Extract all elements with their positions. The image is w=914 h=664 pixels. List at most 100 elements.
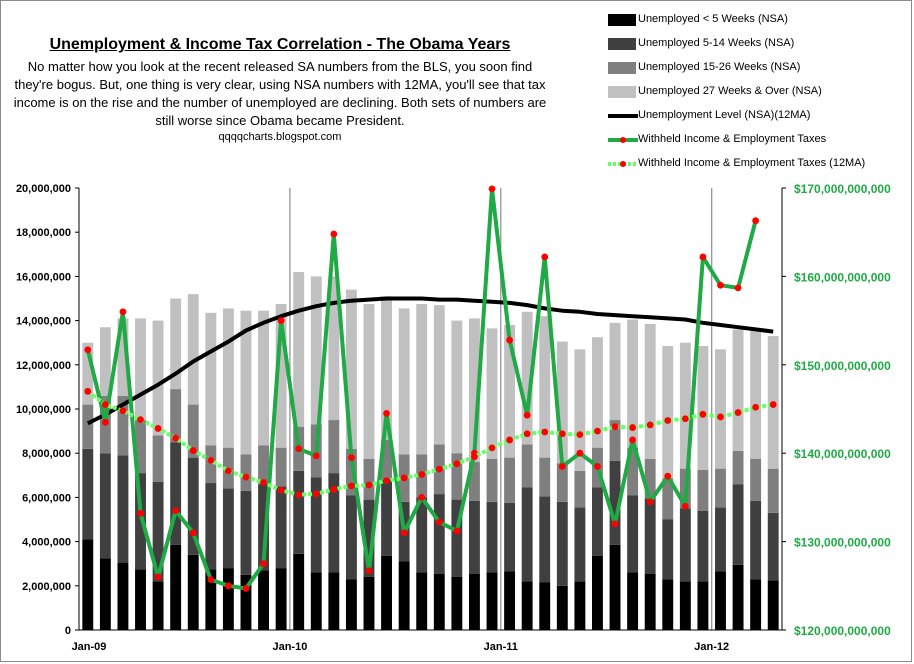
data-point [558,430,566,438]
bar-segment [82,448,94,540]
data-point [277,317,285,324]
data-point [646,498,654,506]
data-point [295,445,303,453]
bar-segment [416,572,428,630]
data-point [154,425,162,432]
chart-source: qqqqcharts.blogspot.com [218,131,342,143]
bar-segment [152,581,164,630]
data-point [769,401,777,408]
bar-segment [205,445,217,484]
bar-segment [275,486,287,569]
data-point [576,449,584,457]
data-point [400,529,408,537]
left-tick-label: 18,000,000 [16,227,71,239]
bar-segment [99,327,111,396]
data-point [488,185,496,193]
right-tick-label: $130,000,000,000 [794,536,891,550]
bar-segment [381,555,393,630]
right-tick-label: $170,000,000,000 [794,182,891,196]
bar-segment [732,329,744,451]
bar-segment [398,561,410,630]
bar-segment [293,553,305,630]
bar-segment [556,585,568,630]
data-point [541,253,549,261]
bar-segment [486,572,498,630]
data-point [242,473,250,481]
bar-segment [416,304,428,455]
data-point [242,585,250,592]
bar-segment [345,448,357,496]
data-point [629,424,637,431]
data-point [681,415,689,423]
data-point [365,567,373,575]
left-tick-label: 10,000,000 [16,404,71,416]
data-point [101,418,109,426]
data-point [681,502,689,510]
bar-segment [381,439,393,480]
legend: Unemployed < 5 Weeks (NSA) Unemployed 5-… [608,10,908,178]
bar-segment [293,271,305,427]
left-tick-label: 20,000,000 [16,183,71,195]
bar-segment [258,445,269,485]
bar-segment [627,319,639,448]
right-tick-label: $160,000,000,000 [794,270,891,284]
bar-segment [504,502,516,572]
bar-segment [539,496,551,583]
stacked-bars [82,271,779,630]
bar-segment [539,316,551,458]
bar-segment [679,508,691,582]
bar-segment [451,453,463,500]
legend-label: Withheld Income & Employment Taxes [638,133,827,145]
data-point [594,427,601,435]
bar-segment [679,581,691,630]
bar-segment [451,499,463,577]
x-tick-label: Jan-09 [72,641,107,653]
bar-segment [117,455,129,563]
legend-item: Withheld Income & Employment Taxes (12MA… [608,154,908,178]
data-point [418,471,426,478]
bar-segment [697,510,709,582]
data-point [119,407,127,415]
bar-segment [539,582,551,630]
bar-segment [135,473,146,570]
data-point [189,447,197,454]
legend-item: Unemployment Level (NSA)(12MA) [608,106,908,130]
line-series [84,185,777,592]
bar-segment [715,507,726,572]
bar-segment [627,495,639,573]
left-tick-label: 8,000,000 [22,448,71,460]
bar-segment [416,497,428,573]
data-point [471,453,478,461]
data-point [172,507,180,515]
right-tick-label: $120,000,000,000 [794,624,891,638]
bar-segment [627,447,639,496]
data-point [453,527,461,535]
legend-label: Withheld Income & Employment Taxes (12MA… [638,157,866,169]
data-point [84,346,92,354]
bar-segment [468,318,480,463]
bar-segment [609,460,621,545]
data-point [224,467,232,475]
bar-segment [556,463,568,502]
data-point [523,411,531,419]
bar-segment [662,346,674,479]
data-point [348,482,355,490]
x-tick-label: Jan-11 [484,641,518,653]
bar-segment [767,468,779,513]
bar-segment [240,574,252,630]
data-point [312,490,320,498]
bar-segment [750,458,762,501]
bar-segment [381,479,393,556]
data-point [84,387,92,395]
bar-segment [750,579,762,630]
bar-segment [521,311,533,445]
data-point [541,428,549,436]
legend-label: Unemployment Level (NSA)(12MA) [638,109,811,121]
data-point [224,582,232,590]
data-point [137,416,144,424]
bar-segment [592,337,603,448]
legend-swatch [608,86,636,98]
bar-segment [275,304,287,448]
bar-segment [609,322,621,421]
